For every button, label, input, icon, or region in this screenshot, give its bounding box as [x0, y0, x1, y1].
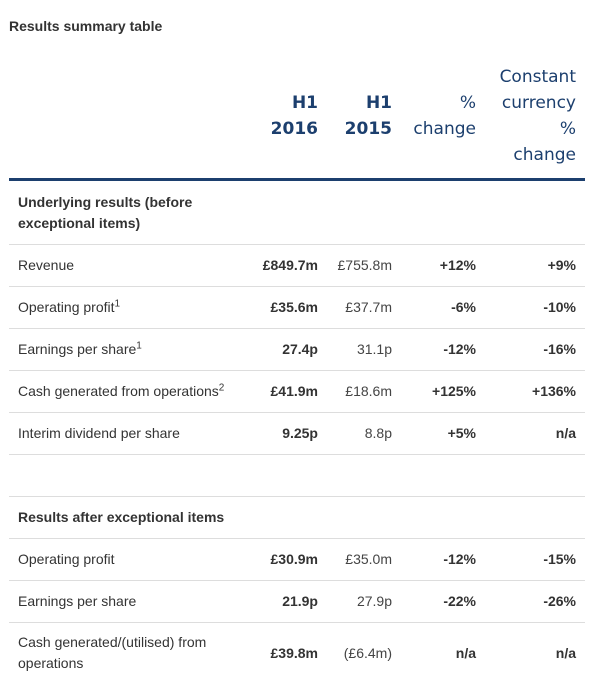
value-pct-change: -12%	[443, 341, 476, 357]
value-h1-2015: 31.1p	[356, 341, 392, 357]
value-constant-currency: +9%	[547, 257, 576, 273]
value-h1-2016: £35.6m	[270, 299, 318, 315]
table-row: Revenue £849.7m £755.8m +12% +9%	[9, 245, 585, 287]
value-pct-change: +12%	[439, 257, 476, 273]
value-pct-change: n/a	[455, 645, 476, 661]
value-constant-currency: -26%	[543, 593, 576, 609]
header-h1-2015: H1 2015	[345, 90, 392, 142]
section-row-after-exceptional: Results after exceptional items	[9, 497, 585, 539]
row-label-text: Cash generated from operations	[18, 383, 219, 399]
table-row: Cash generated from operations2 £41.9m £…	[9, 371, 585, 413]
value-pct-change: -6%	[451, 299, 476, 315]
header-pct-change: % change	[413, 90, 476, 142]
header-text: currency	[501, 93, 576, 113]
value-h1-2015: £37.7m	[345, 299, 392, 315]
value-pct-change: +125%	[432, 383, 476, 399]
header-text: Constant	[499, 67, 576, 87]
value-h1-2015: (£6.4m)	[343, 645, 392, 661]
table-row: Operating profit £30.9m £35.0m -12% -15%	[9, 539, 585, 581]
header-text: change	[413, 119, 476, 139]
value-h1-2016: £30.9m	[270, 551, 318, 567]
row-label-line: operations	[18, 655, 84, 671]
row-label: Operating profit1	[18, 297, 120, 318]
row-label-line: Cash generated/(utilised) from	[18, 634, 207, 650]
value-constant-currency: n/a	[555, 645, 576, 661]
row-label: Revenue	[18, 257, 75, 273]
value-h1-2016: £39.8m	[270, 645, 318, 661]
value-pct-change: -22%	[443, 593, 476, 609]
header-text: change	[513, 145, 576, 165]
value-h1-2016: 21.9p	[282, 593, 318, 609]
value-constant-currency: +136%	[532, 383, 576, 399]
footnote-marker: 1	[136, 340, 142, 352]
footnote-marker: 1	[114, 298, 121, 310]
row-label: Earnings per share	[18, 593, 137, 609]
table-row: Cash generated/(utilised) from operation…	[9, 623, 585, 680]
table-row: Operating profit1 £35.6m £37.7m -6% -10%	[9, 287, 585, 329]
section-heading: Results after exceptional items	[18, 509, 225, 525]
value-h1-2016: £849.7m	[262, 257, 318, 273]
row-label: Operating profit	[18, 551, 115, 567]
value-pct-change: -12%	[443, 551, 476, 567]
section-heading: Underlying results (before exceptional i…	[18, 192, 192, 234]
row-label: Cash generated/(utilised) from operation…	[18, 632, 206, 674]
section-row-underlying: Underlying results (before exceptional i…	[9, 181, 585, 245]
header-text: %	[559, 119, 576, 139]
value-pct-change: +5%	[447, 425, 476, 441]
header-constant-currency: Constant currency % change	[500, 64, 576, 168]
header-h1-2016: H1 2016	[271, 90, 318, 142]
table-row: Earnings per share1 27.4p 31.1p -12% -16…	[9, 329, 585, 371]
value-h1-2015: 8.8p	[364, 425, 392, 441]
section-heading-line: Underlying results (before	[18, 194, 193, 210]
value-constant-currency: -10%	[543, 299, 576, 315]
header-text: %	[459, 93, 476, 113]
value-constant-currency: n/a	[555, 425, 576, 441]
table-title: Results summary table	[9, 18, 163, 34]
value-h1-2015: 27.9p	[356, 593, 392, 609]
header-text: H1	[291, 93, 318, 113]
section-heading-line: exceptional items)	[18, 215, 141, 231]
header-text: 2015	[344, 119, 392, 139]
table-row: Earnings per share 21.9p 27.9p -22% -26%	[9, 581, 585, 623]
value-h1-2016: £41.9m	[270, 383, 318, 399]
row-label: Interim dividend per share	[18, 425, 180, 441]
value-constant-currency: -15%	[543, 551, 576, 567]
value-h1-2015: £755.8m	[337, 257, 392, 273]
header-text: 2016	[270, 119, 318, 139]
header-rule	[9, 178, 585, 181]
header-text: H1	[365, 93, 392, 113]
value-h1-2015: £35.0m	[345, 551, 392, 567]
row-label: Earnings per share1	[18, 339, 142, 360]
value-h1-2015: £18.6m	[345, 383, 392, 399]
spacer-row	[9, 455, 585, 497]
value-h1-2016: 9.25p	[282, 425, 318, 441]
value-constant-currency: -16%	[543, 341, 576, 357]
row-label-text: Operating profit	[18, 299, 115, 315]
value-h1-2016: 27.4p	[282, 341, 318, 357]
footnote-marker: 2	[218, 382, 225, 394]
row-label: Cash generated from operations2	[18, 381, 224, 402]
row-label-text: Earnings per share	[18, 341, 137, 357]
table-row: Interim dividend per share 9.25p 8.8p +5…	[9, 413, 585, 455]
